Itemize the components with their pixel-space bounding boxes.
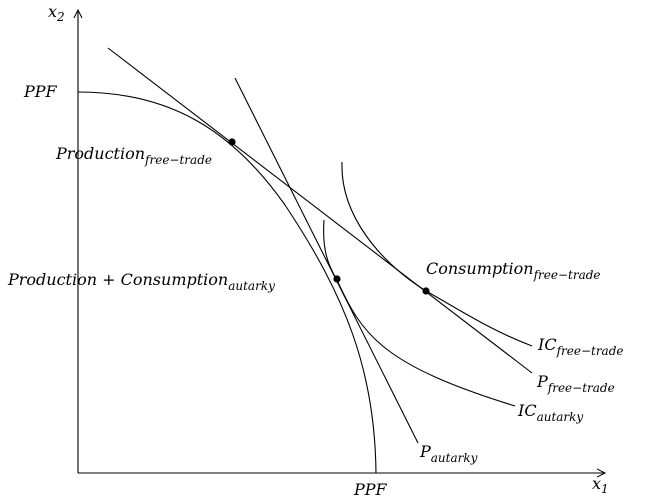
production-free-trade-label: Productionfree−trade xyxy=(55,144,212,167)
consumption-free-trade-label: Consumptionfree−trade xyxy=(426,259,601,282)
x-axis-label: x1 xyxy=(592,474,609,496)
consumption-free-trade-point xyxy=(422,287,430,295)
autarky-point xyxy=(333,275,341,283)
ic-free-trade-label: ICfree−trade xyxy=(537,335,624,358)
indifference-curve-autarky xyxy=(323,219,516,407)
ppf-y-label: PPF xyxy=(23,82,58,101)
ic-autarky-label: ICautarky xyxy=(517,401,583,424)
p-autarky-label: Pautarky xyxy=(419,442,478,465)
price-line-autarky xyxy=(234,77,419,444)
ppf-x-label: PPF xyxy=(353,480,388,499)
production-free-trade-point xyxy=(228,138,236,146)
y-axis-label: x2 xyxy=(48,2,65,24)
indifference-curve-free-trade xyxy=(341,161,533,347)
autarky-point-label: Production + Consumptionautarky xyxy=(7,270,275,293)
ppf-curve xyxy=(77,91,377,474)
price-line-free-trade xyxy=(107,47,533,374)
p-free-trade-label: Pfree−trade xyxy=(536,372,615,395)
